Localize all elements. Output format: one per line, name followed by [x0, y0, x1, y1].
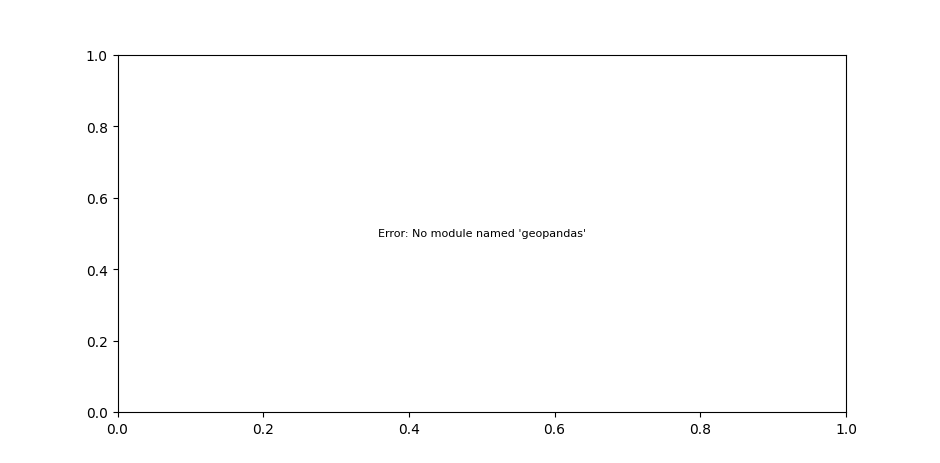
Text: Error: No module named 'geopandas': Error: No module named 'geopandas' — [378, 229, 586, 239]
